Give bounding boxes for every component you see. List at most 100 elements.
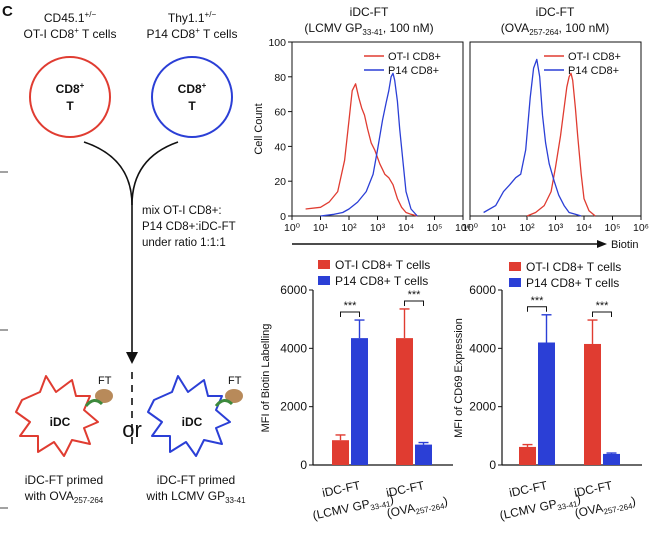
dc-left-outline: [15, 375, 99, 457]
significance-label: ***: [596, 300, 610, 312]
hist-left-curves: [305, 72, 418, 217]
legend-label-p14: P14 CD8+: [568, 65, 619, 77]
ot1-cell-t: T: [66, 99, 74, 113]
histogram-left: iDC-FT (LCMV GP33-41, 100 nM) Cell Count…: [253, 5, 471, 234]
legend-label-ot1: OT-I CD8+: [568, 51, 621, 63]
bar-chart-cd69: OT-I CD8+ T cells P14 CD8+ T cells MFI o…: [453, 260, 642, 523]
dc-right-caption-1: iDC-FT primed: [157, 473, 235, 487]
legend-swatch-p14: [318, 276, 330, 285]
x-group-label: iDC-FT: [508, 478, 549, 500]
y-tick-label: 4000: [280, 341, 307, 355]
histogram-right: iDC-FT (OVA257-264, 100 nM) 10⁰ 10¹ 10² 10³…: [462, 5, 649, 234]
dc-right-label: iDC: [182, 415, 203, 429]
x-tick-label: 10¹: [313, 222, 329, 234]
merge-line-right: [131, 141, 179, 206]
bar-left-ylabel: MFI of Biotin Labelling: [260, 324, 272, 433]
p14-cell-text: CD8+: [178, 81, 207, 96]
hist-right-xaxis: 10⁰ 10¹ 10² 10³ 10⁴ 10⁵ 10⁶: [462, 216, 649, 234]
p14-cell-circle: [151, 56, 233, 138]
bar-chart-biotin: OT-I CD8+ T cells P14 CD8+ T cells MFI o…: [260, 258, 453, 523]
legend-swatch-ot1: [509, 262, 521, 271]
bar: [332, 440, 349, 465]
significance-label: ***: [344, 300, 358, 312]
x-tick-label: 10¹: [491, 222, 507, 234]
hist-right-legend: OT-I CD8+ P14 CD8+: [544, 51, 621, 77]
legend-label-p14: P14 CD8+: [388, 65, 439, 77]
x-group-label: iDC-FT: [321, 478, 362, 500]
dc-left-caption-1: iDC-FT primed: [25, 473, 103, 487]
significance-label: ***: [408, 289, 422, 301]
x-tick-label: 10⁶: [455, 222, 471, 234]
arrow-head: [126, 352, 138, 364]
right-cell-label-1: Thy1.1+/−: [168, 10, 217, 25]
bar: [351, 338, 368, 465]
dc-left-caption-2: with OVA257-264: [24, 489, 104, 505]
x-tick-label: 10⁴: [398, 222, 414, 234]
bar: [538, 342, 555, 465]
mix-text-3: under ratio 1:1:1: [142, 237, 226, 249]
x-group-sublabel: (OVA257-264): [385, 494, 449, 523]
histogram-curve: [526, 72, 596, 217]
bar-left-legend: OT-I CD8+ T cells P14 CD8+ T cells: [318, 258, 430, 288]
ft-linker-icon: [84, 399, 104, 407]
hist-left-xaxis: 10⁰ 10¹ 10² 10³ 10⁴ 10⁵ 10⁶: [284, 216, 471, 234]
ot1-cell-text: CD8+: [56, 81, 85, 96]
y-tick-label: 2000: [469, 400, 496, 414]
y-tick-label: 60: [274, 107, 286, 119]
x-tick-label: 10⁴: [576, 222, 592, 234]
significance-bracket: [404, 300, 424, 306]
x-tick-label: 10⁵: [426, 222, 442, 234]
bar-right-legend: OT-I CD8+ T cells P14 CD8+ T cells: [509, 260, 621, 290]
left-cell-label-1: CD45.1+/−: [44, 10, 97, 25]
legend-swatch-ot1: [318, 260, 330, 269]
legend-label-p14: P14 CD8+ T cells: [526, 276, 619, 290]
y-tick-label: 6000: [469, 283, 496, 297]
significance-label: ***: [531, 295, 545, 307]
legend-label-p14: P14 CD8+ T cells: [335, 274, 428, 288]
dc-right-ft: FT: [228, 375, 242, 387]
hist-ylabel: Cell Count: [253, 103, 265, 154]
dc-left-label: iDC: [50, 415, 71, 429]
ot1-cell-circle: [29, 56, 111, 138]
y-tick-label: 4000: [469, 341, 496, 355]
panel-letter: C: [2, 3, 13, 20]
significance-bracket: [340, 311, 360, 318]
y-tick-label: 6000: [280, 283, 307, 297]
x-group-label: iDC-FT: [573, 478, 614, 500]
y-tick-label: 0: [489, 458, 496, 472]
dc-right-caption-2: with LCMV GP33-41: [145, 489, 246, 505]
x-tick-label: 10³: [370, 222, 386, 234]
significance-bracket: [527, 306, 547, 312]
y-tick-label: 20: [274, 176, 286, 188]
merge-line-left: [83, 141, 133, 355]
y-tick-label: 0: [280, 211, 286, 223]
dc-right-outline: [147, 375, 231, 457]
y-tick-label: 100: [268, 37, 286, 49]
bar: [396, 338, 413, 465]
histogram-curve: [483, 58, 582, 217]
right-cell-label-2: P14 CD8+ T cells: [147, 26, 238, 41]
y-tick-label: 0: [300, 458, 307, 472]
x-tick-label: 10⁵: [604, 222, 620, 234]
x-tick-label: 10³: [548, 222, 564, 234]
ft-particle-icon: [95, 389, 113, 403]
or-label: or: [122, 417, 142, 442]
significance-bracket: [592, 311, 612, 318]
p14-cell-t: T: [188, 99, 196, 113]
mix-text-2: P14 CD8+:iDC-FT: [142, 221, 236, 233]
bar: [584, 343, 601, 465]
hist-left-title: iDC-FT: [350, 5, 389, 19]
bar: [519, 446, 536, 465]
x-tick-label: 10²: [341, 222, 357, 234]
y-tick-label: 80: [274, 72, 286, 84]
x-tick-label: 10²: [519, 222, 535, 234]
hist-right-subtitle: (OVA257-264, 100 nM): [501, 21, 610, 37]
bar: [415, 444, 432, 465]
hist-right-curves: [483, 58, 596, 217]
hist-left-subtitle: (LCMV GP33-41, 100 nM): [304, 21, 433, 37]
legend-swatch-p14: [509, 278, 521, 287]
bar-right-ylabel: MFI of CD69 Expression: [453, 318, 465, 438]
